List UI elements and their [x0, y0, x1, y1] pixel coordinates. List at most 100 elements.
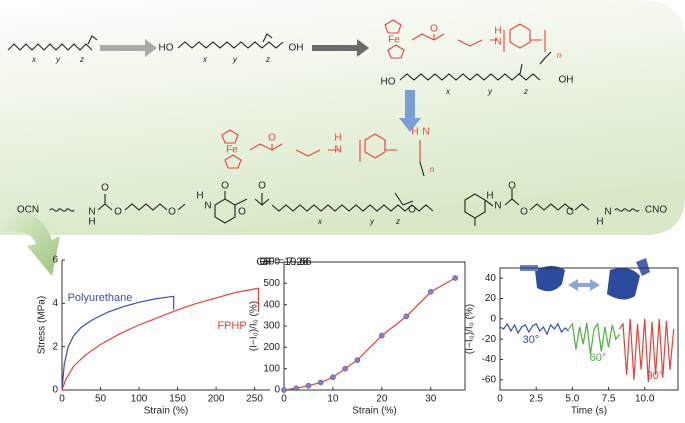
data-point	[342, 365, 348, 372]
scheme-label: O	[430, 24, 438, 35]
y-tick-label: 40	[485, 273, 497, 284]
x-tick-label: 10	[327, 394, 339, 405]
x-tick-label: 0	[59, 394, 65, 405]
y-axis-label: (I−I₀)/I₀ (%)	[249, 301, 260, 351]
scheme-label: n	[557, 51, 562, 60]
scheme-label: y	[369, 217, 375, 226]
scheme-label: O	[508, 181, 516, 192]
scheme-label: N	[88, 207, 95, 218]
x-tick-label: 0	[281, 394, 287, 405]
scheme-label: Fe	[388, 35, 400, 46]
x-axis-label: Strain (%)	[144, 406, 188, 417]
x-tick-label: 30	[425, 394, 437, 405]
scheme-label: N	[494, 37, 501, 48]
scheme-label: O	[101, 183, 109, 194]
scheme-label: OH	[559, 75, 574, 86]
scheme-label: y	[232, 55, 238, 64]
y-tick-label: 0	[274, 385, 280, 396]
scheme-label: N	[204, 201, 211, 212]
y-tick-label: 20	[485, 293, 497, 304]
series-line	[618, 318, 675, 382]
y-tick-label: 6	[52, 255, 58, 266]
y-tick-label: 0	[490, 313, 496, 324]
scheme-label: z	[79, 55, 84, 64]
series-line	[283, 277, 456, 391]
data-point	[305, 382, 312, 389]
series-label: 90°	[647, 370, 664, 382]
scheme-label: CNO	[645, 205, 667, 216]
scheme-label: N	[604, 207, 611, 218]
scheme-label: N	[334, 145, 341, 156]
x-tick-label: 10.0	[635, 394, 655, 405]
scheme-label: H	[494, 26, 501, 37]
data-point	[281, 387, 287, 393]
series-label: 30°	[523, 334, 540, 346]
data-point	[293, 385, 300, 392]
scheme-label: N	[494, 201, 501, 212]
data-point	[378, 332, 385, 339]
x-axis-label: Strain (%)	[352, 406, 396, 417]
y-tick-label: 400	[263, 299, 280, 310]
y-axis-label: (I−I₀)/I₀ (%)	[465, 304, 476, 354]
x-tick-label: 0	[497, 394, 503, 405]
chart: 0 2.5 5.0 7.5 10.0 -60 -40 -20 0 20 40 Time (s) (I−I…	[465, 267, 679, 417]
scheme-label: H	[88, 217, 95, 228]
x-tick-label: 7.5	[602, 394, 616, 405]
plot-frame	[283, 261, 466, 391]
scheme-label: n	[430, 165, 435, 174]
scheme-label: x	[31, 55, 37, 64]
data-point	[403, 313, 410, 320]
scheme-label: x	[317, 217, 323, 226]
scheme-label: z	[265, 55, 270, 64]
scheme-label: HO	[381, 77, 396, 88]
scheme-label: HO	[159, 43, 174, 54]
x-tick-label: 20	[376, 394, 388, 405]
x-tick-label: 200	[208, 394, 225, 405]
scheme-label: z	[395, 217, 400, 226]
scheme-label: x	[445, 87, 451, 96]
y-tick-label: -60	[482, 374, 497, 385]
scheme-label: O	[238, 207, 246, 218]
x-tick-label: 100	[131, 394, 148, 405]
scheme-label: OCN	[17, 205, 39, 216]
x-tick-label: 5.0	[565, 394, 579, 405]
scheme-label: H	[596, 217, 603, 228]
series-label: FPHP	[217, 320, 246, 332]
series-label: Polyurethane	[68, 292, 133, 304]
annotation: GF = 19.66	[256, 256, 311, 268]
x-tick-label: 250	[246, 394, 263, 405]
scheme-label: H	[486, 191, 493, 202]
scheme-label: O	[520, 207, 528, 218]
scheme-structures	[7, 19, 640, 226]
plot-frame	[499, 267, 679, 391]
data-point	[427, 289, 434, 295]
scheme-label: Fe	[226, 145, 238, 156]
y-tick-label: 300	[263, 321, 280, 332]
scheme-background	[0, 0, 685, 235]
y-tick-label: 0	[52, 385, 58, 396]
y-tick-label: 4	[52, 298, 58, 309]
y-tick-label: 600	[263, 257, 280, 268]
y-tick-label: -40	[482, 354, 497, 365]
scheme-label: z	[523, 87, 528, 96]
x-tick-label: 150	[169, 394, 186, 405]
series-line	[61, 295, 175, 391]
annotation: GF = 7.28	[259, 256, 308, 268]
data-point	[330, 374, 336, 381]
series-label: 60°	[590, 352, 607, 364]
series-line	[568, 322, 620, 355]
y-tick-label: 2	[52, 341, 58, 352]
data-point	[452, 275, 459, 281]
scheme-label: O	[114, 207, 122, 218]
scheme-label: y	[487, 87, 493, 96]
y-tick-label: 100	[263, 363, 280, 374]
series-line	[61, 287, 259, 391]
scheme-label: O	[566, 207, 574, 218]
y-tick-label: 200	[263, 342, 280, 353]
x-axis-label: Time (s)	[571, 406, 607, 417]
scheme-label: O	[408, 205, 416, 216]
series-line	[499, 322, 570, 336]
scheme-label: x	[202, 55, 208, 64]
